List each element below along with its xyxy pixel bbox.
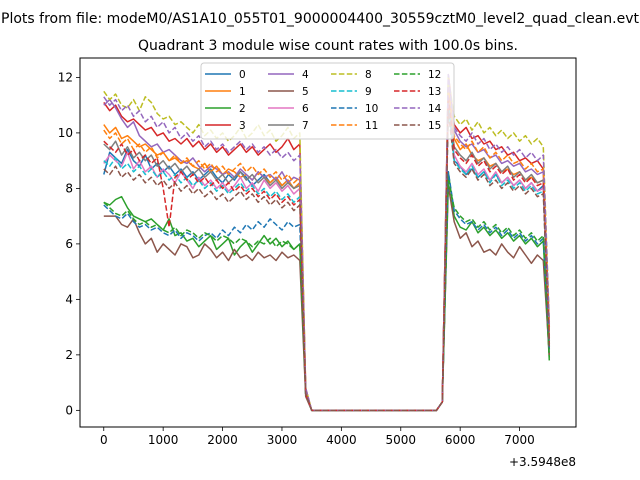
x-tick-label: 4000 [326, 433, 357, 447]
y-tick-label: 10 [58, 126, 73, 140]
x-axis: 0 1000 2000 3000 4000 5000 6000 7000 [100, 427, 535, 447]
legend-label-3: 3 [239, 120, 246, 132]
y-tick-label: 4 [65, 292, 73, 306]
plot-frame [79, 57, 577, 428]
x-tick-label: 1000 [148, 433, 179, 447]
legend-label-0: 0 [239, 69, 246, 81]
y-tick-label: 0 [65, 403, 73, 417]
legend-label-15: 15 [428, 120, 441, 132]
y-tick-label: 6 [65, 237, 73, 251]
legend-label-10: 10 [365, 103, 378, 115]
legend-label-5: 5 [302, 86, 309, 98]
legend-label-1: 1 [239, 86, 246, 98]
x-tick-label: 2000 [207, 433, 238, 447]
legend-frame [200, 62, 455, 140]
series-layer [103, 73, 551, 412]
y-axis: 0 2 4 6 8 10 12 [58, 70, 80, 417]
series-line-15 [103, 109, 551, 412]
legend-label-9: 9 [365, 86, 372, 98]
legend-label-14: 14 [428, 103, 442, 115]
x-tick-label: 3000 [267, 433, 298, 447]
legend-label-4: 4 [302, 69, 309, 81]
y-tick-label: 2 [65, 348, 73, 362]
legend-label-7: 7 [302, 120, 309, 132]
legend-label-11: 11 [365, 120, 378, 132]
x-tick-label: 5000 [385, 433, 416, 447]
x-tick-label: 7000 [504, 433, 535, 447]
y-tick-label: 12 [58, 70, 73, 84]
x-offset-label: +3.5948e8 [509, 455, 576, 469]
legend-label-2: 2 [239, 103, 246, 115]
legend-label-6: 6 [302, 103, 309, 115]
series-line-12 [103, 179, 551, 412]
x-tick-label: 0 [100, 433, 108, 447]
legend-label-12: 12 [428, 69, 441, 81]
legend-label-8: 8 [365, 69, 372, 81]
chart-title: Quadrant 3 module wise count rates with … [138, 38, 518, 54]
y-tick-label: 8 [65, 181, 73, 195]
chart-suptitle: Plots from file: modeM0/AS1A10_055T01_90… [1, 11, 639, 27]
legend-label-13: 13 [428, 86, 441, 98]
x-tick-label: 6000 [445, 433, 476, 447]
